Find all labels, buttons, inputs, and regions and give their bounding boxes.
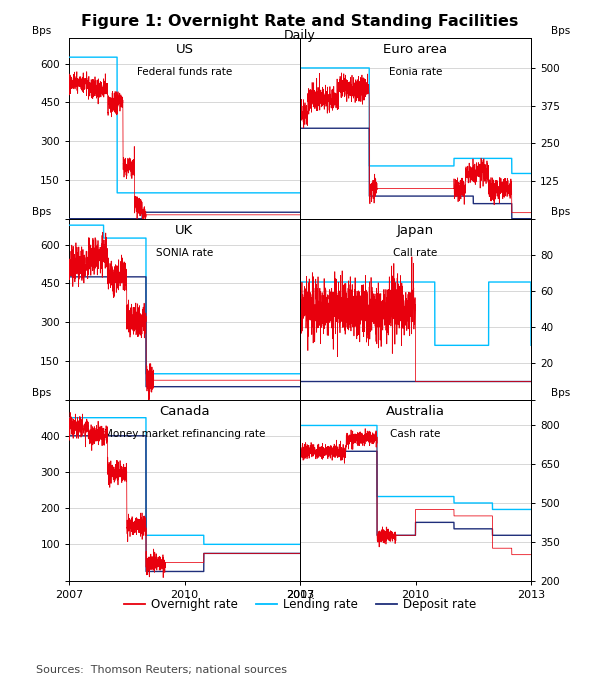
Text: SONIA rate: SONIA rate [156, 247, 213, 258]
Text: Canada: Canada [159, 405, 210, 418]
Text: Federal funds rate: Federal funds rate [137, 67, 232, 77]
Text: UK: UK [175, 224, 194, 237]
Text: Bps: Bps [32, 26, 51, 36]
Text: Figure 1: Overnight Rate and Standing Facilities: Figure 1: Overnight Rate and Standing Fa… [82, 14, 518, 29]
Text: Sources:  Thomson Reuters; national sources: Sources: Thomson Reuters; national sourc… [36, 664, 287, 675]
Text: Daily: Daily [284, 29, 316, 42]
Text: Japan: Japan [397, 224, 434, 237]
Legend: Overnight rate, Lending rate, Deposit rate: Overnight rate, Lending rate, Deposit ra… [119, 594, 481, 616]
Text: Eonia rate: Eonia rate [389, 67, 442, 77]
Text: Call rate: Call rate [394, 247, 437, 258]
Text: Euro area: Euro area [383, 43, 448, 56]
Text: Bps: Bps [32, 207, 51, 217]
Text: Bps: Bps [551, 207, 570, 217]
Text: Bps: Bps [551, 26, 570, 36]
Text: Australia: Australia [386, 405, 445, 418]
Text: Money market refinancing rate: Money market refinancing rate [104, 429, 265, 438]
Text: US: US [176, 43, 193, 56]
Text: Cash rate: Cash rate [391, 429, 440, 438]
Text: Bps: Bps [32, 387, 51, 398]
Text: Bps: Bps [551, 387, 570, 398]
